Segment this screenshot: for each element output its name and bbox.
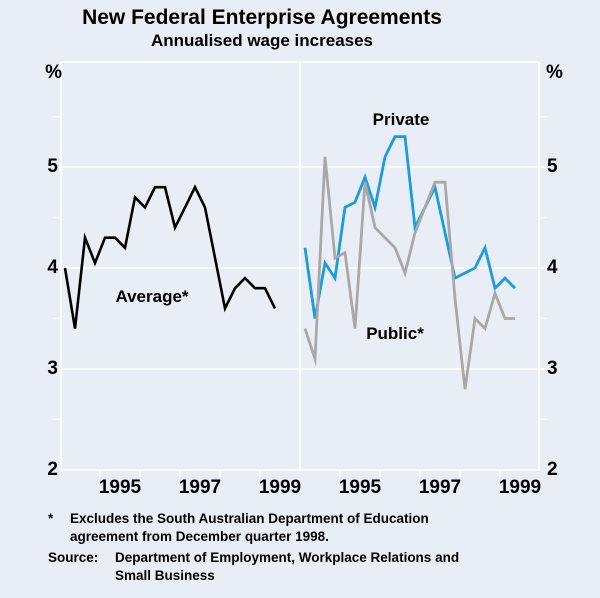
footnote: * Excludes the South Australian Departme… (48, 510, 429, 546)
footnote-asterisk: * (48, 511, 54, 526)
x-label-right-1999: 1999 (498, 477, 542, 498)
y-label-right-3: 3 (547, 358, 558, 379)
public-line (303, 156, 515, 390)
y-unit-right: % (546, 62, 563, 83)
y-label-right-5: 5 (547, 156, 558, 177)
x-label-left-1999: 1999 (258, 477, 302, 498)
y-label-left-4: 4 (47, 257, 58, 278)
series-label-public: Public* (366, 324, 424, 343)
series-label-average: Average* (115, 287, 189, 306)
source-line-2: Small Business (115, 568, 215, 583)
x-label-left-1995: 1995 (98, 477, 142, 498)
y-label-left-3: 3 (47, 358, 58, 379)
y-label-left-5: 5 (47, 156, 58, 177)
footnote-line-2: agreement from December quarter 1998. (70, 529, 329, 544)
y-label-left-2: 2 (47, 459, 58, 480)
y-label-right-2: 2 (547, 459, 558, 480)
footnote-text: Excludes the South Australian Department… (70, 510, 429, 546)
y-label-right-4: 4 (547, 257, 558, 278)
x-label-left-1997: 1997 (178, 477, 222, 498)
average-line (63, 184, 277, 329)
source-note: Source: Department of Employment, Workpl… (48, 549, 459, 585)
private-line (303, 135, 516, 319)
y-unit-left: % (45, 62, 62, 83)
source-label: Source: (48, 550, 99, 565)
source-text: Department of Employment, Workplace Rela… (115, 549, 459, 585)
chart-title: New Federal Enterprise Agreements (82, 6, 442, 29)
chart-subtitle: Annualised wage increases (150, 31, 374, 50)
x-label-right-1995: 1995 (338, 477, 382, 498)
series-label-private: Private (372, 110, 430, 129)
x-label-right-1997: 1997 (418, 477, 462, 498)
source-line-1: Department of Employment, Workplace Rela… (115, 550, 460, 565)
footnote-line-1: Excludes the South Australian Department… (70, 511, 429, 526)
